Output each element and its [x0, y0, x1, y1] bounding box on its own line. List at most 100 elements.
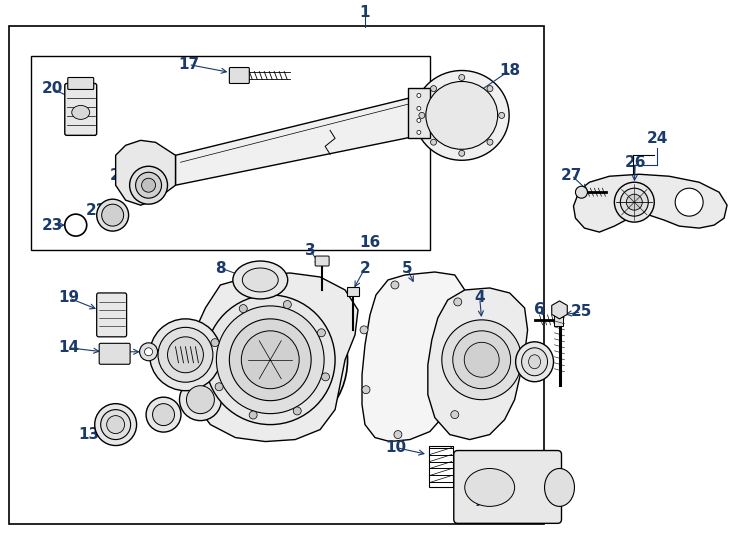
Ellipse shape — [130, 166, 167, 204]
Ellipse shape — [417, 106, 421, 110]
Ellipse shape — [431, 86, 437, 92]
Ellipse shape — [626, 194, 642, 210]
Ellipse shape — [167, 337, 203, 373]
FancyBboxPatch shape — [315, 256, 329, 266]
Text: 1: 1 — [360, 5, 370, 20]
Polygon shape — [175, 96, 420, 185]
Ellipse shape — [465, 469, 515, 507]
Ellipse shape — [242, 268, 278, 292]
Ellipse shape — [417, 130, 421, 134]
Ellipse shape — [321, 373, 330, 381]
Ellipse shape — [101, 410, 131, 440]
Ellipse shape — [158, 327, 213, 382]
Ellipse shape — [95, 404, 137, 446]
Polygon shape — [573, 174, 727, 232]
Ellipse shape — [241, 331, 299, 389]
Ellipse shape — [145, 348, 153, 356]
Ellipse shape — [487, 86, 493, 92]
Ellipse shape — [391, 281, 399, 289]
Ellipse shape — [522, 348, 548, 376]
FancyBboxPatch shape — [97, 293, 127, 337]
Ellipse shape — [487, 139, 493, 145]
Text: 12: 12 — [150, 410, 171, 425]
Text: 6: 6 — [534, 302, 545, 318]
Ellipse shape — [317, 329, 325, 337]
Text: 11: 11 — [190, 390, 211, 405]
Polygon shape — [189, 273, 358, 442]
Text: 10: 10 — [385, 440, 407, 455]
Text: 4: 4 — [474, 291, 485, 306]
Text: 24: 24 — [647, 131, 668, 146]
Ellipse shape — [136, 172, 161, 198]
Ellipse shape — [362, 386, 370, 394]
FancyBboxPatch shape — [408, 89, 430, 138]
Ellipse shape — [146, 397, 181, 432]
Ellipse shape — [102, 204, 123, 226]
Text: 16: 16 — [360, 234, 381, 249]
Ellipse shape — [419, 112, 425, 118]
Ellipse shape — [464, 342, 499, 377]
Ellipse shape — [211, 339, 219, 347]
Text: 8: 8 — [215, 260, 225, 275]
FancyBboxPatch shape — [99, 343, 130, 364]
Ellipse shape — [193, 282, 348, 437]
Ellipse shape — [528, 355, 540, 369]
Text: 26: 26 — [625, 155, 646, 170]
Ellipse shape — [451, 410, 459, 418]
Text: 20: 20 — [42, 81, 64, 96]
FancyBboxPatch shape — [347, 287, 359, 296]
Ellipse shape — [453, 331, 511, 389]
FancyBboxPatch shape — [229, 68, 250, 84]
FancyBboxPatch shape — [65, 84, 97, 136]
Bar — [31, 56, 430, 250]
Ellipse shape — [97, 199, 128, 231]
Polygon shape — [552, 301, 567, 319]
Ellipse shape — [206, 295, 335, 424]
Ellipse shape — [415, 71, 509, 160]
Text: 18: 18 — [499, 63, 520, 78]
Ellipse shape — [426, 82, 498, 150]
Ellipse shape — [106, 416, 125, 434]
Text: 21: 21 — [110, 168, 131, 183]
Ellipse shape — [417, 93, 421, 97]
Ellipse shape — [249, 411, 257, 419]
FancyBboxPatch shape — [553, 314, 564, 326]
Text: 27: 27 — [561, 168, 582, 183]
Ellipse shape — [545, 469, 575, 507]
Ellipse shape — [675, 188, 703, 216]
Polygon shape — [362, 272, 468, 442]
Ellipse shape — [620, 188, 648, 216]
Ellipse shape — [575, 186, 587, 198]
Ellipse shape — [459, 75, 465, 80]
Ellipse shape — [186, 386, 214, 414]
FancyBboxPatch shape — [454, 450, 562, 523]
Text: 3: 3 — [305, 242, 316, 258]
Ellipse shape — [498, 112, 505, 118]
Ellipse shape — [283, 301, 291, 308]
Ellipse shape — [417, 118, 421, 123]
Ellipse shape — [458, 351, 466, 359]
Text: 13: 13 — [78, 427, 99, 442]
Ellipse shape — [454, 298, 462, 306]
Ellipse shape — [394, 430, 402, 438]
Bar — [9, 25, 544, 524]
Polygon shape — [116, 140, 175, 205]
Ellipse shape — [150, 319, 222, 390]
Ellipse shape — [153, 404, 175, 426]
Text: 17: 17 — [178, 57, 199, 72]
Ellipse shape — [459, 150, 465, 156]
Polygon shape — [428, 288, 528, 440]
Ellipse shape — [229, 319, 311, 401]
Ellipse shape — [614, 182, 654, 222]
Ellipse shape — [142, 178, 156, 192]
Ellipse shape — [294, 407, 301, 415]
Ellipse shape — [431, 139, 437, 145]
Ellipse shape — [217, 306, 324, 414]
Text: 14: 14 — [58, 340, 79, 355]
FancyBboxPatch shape — [68, 78, 94, 90]
Ellipse shape — [233, 261, 288, 299]
Text: 9: 9 — [539, 350, 550, 365]
Text: 25: 25 — [571, 305, 592, 319]
Text: 22: 22 — [86, 202, 107, 218]
Text: 19: 19 — [58, 291, 79, 306]
